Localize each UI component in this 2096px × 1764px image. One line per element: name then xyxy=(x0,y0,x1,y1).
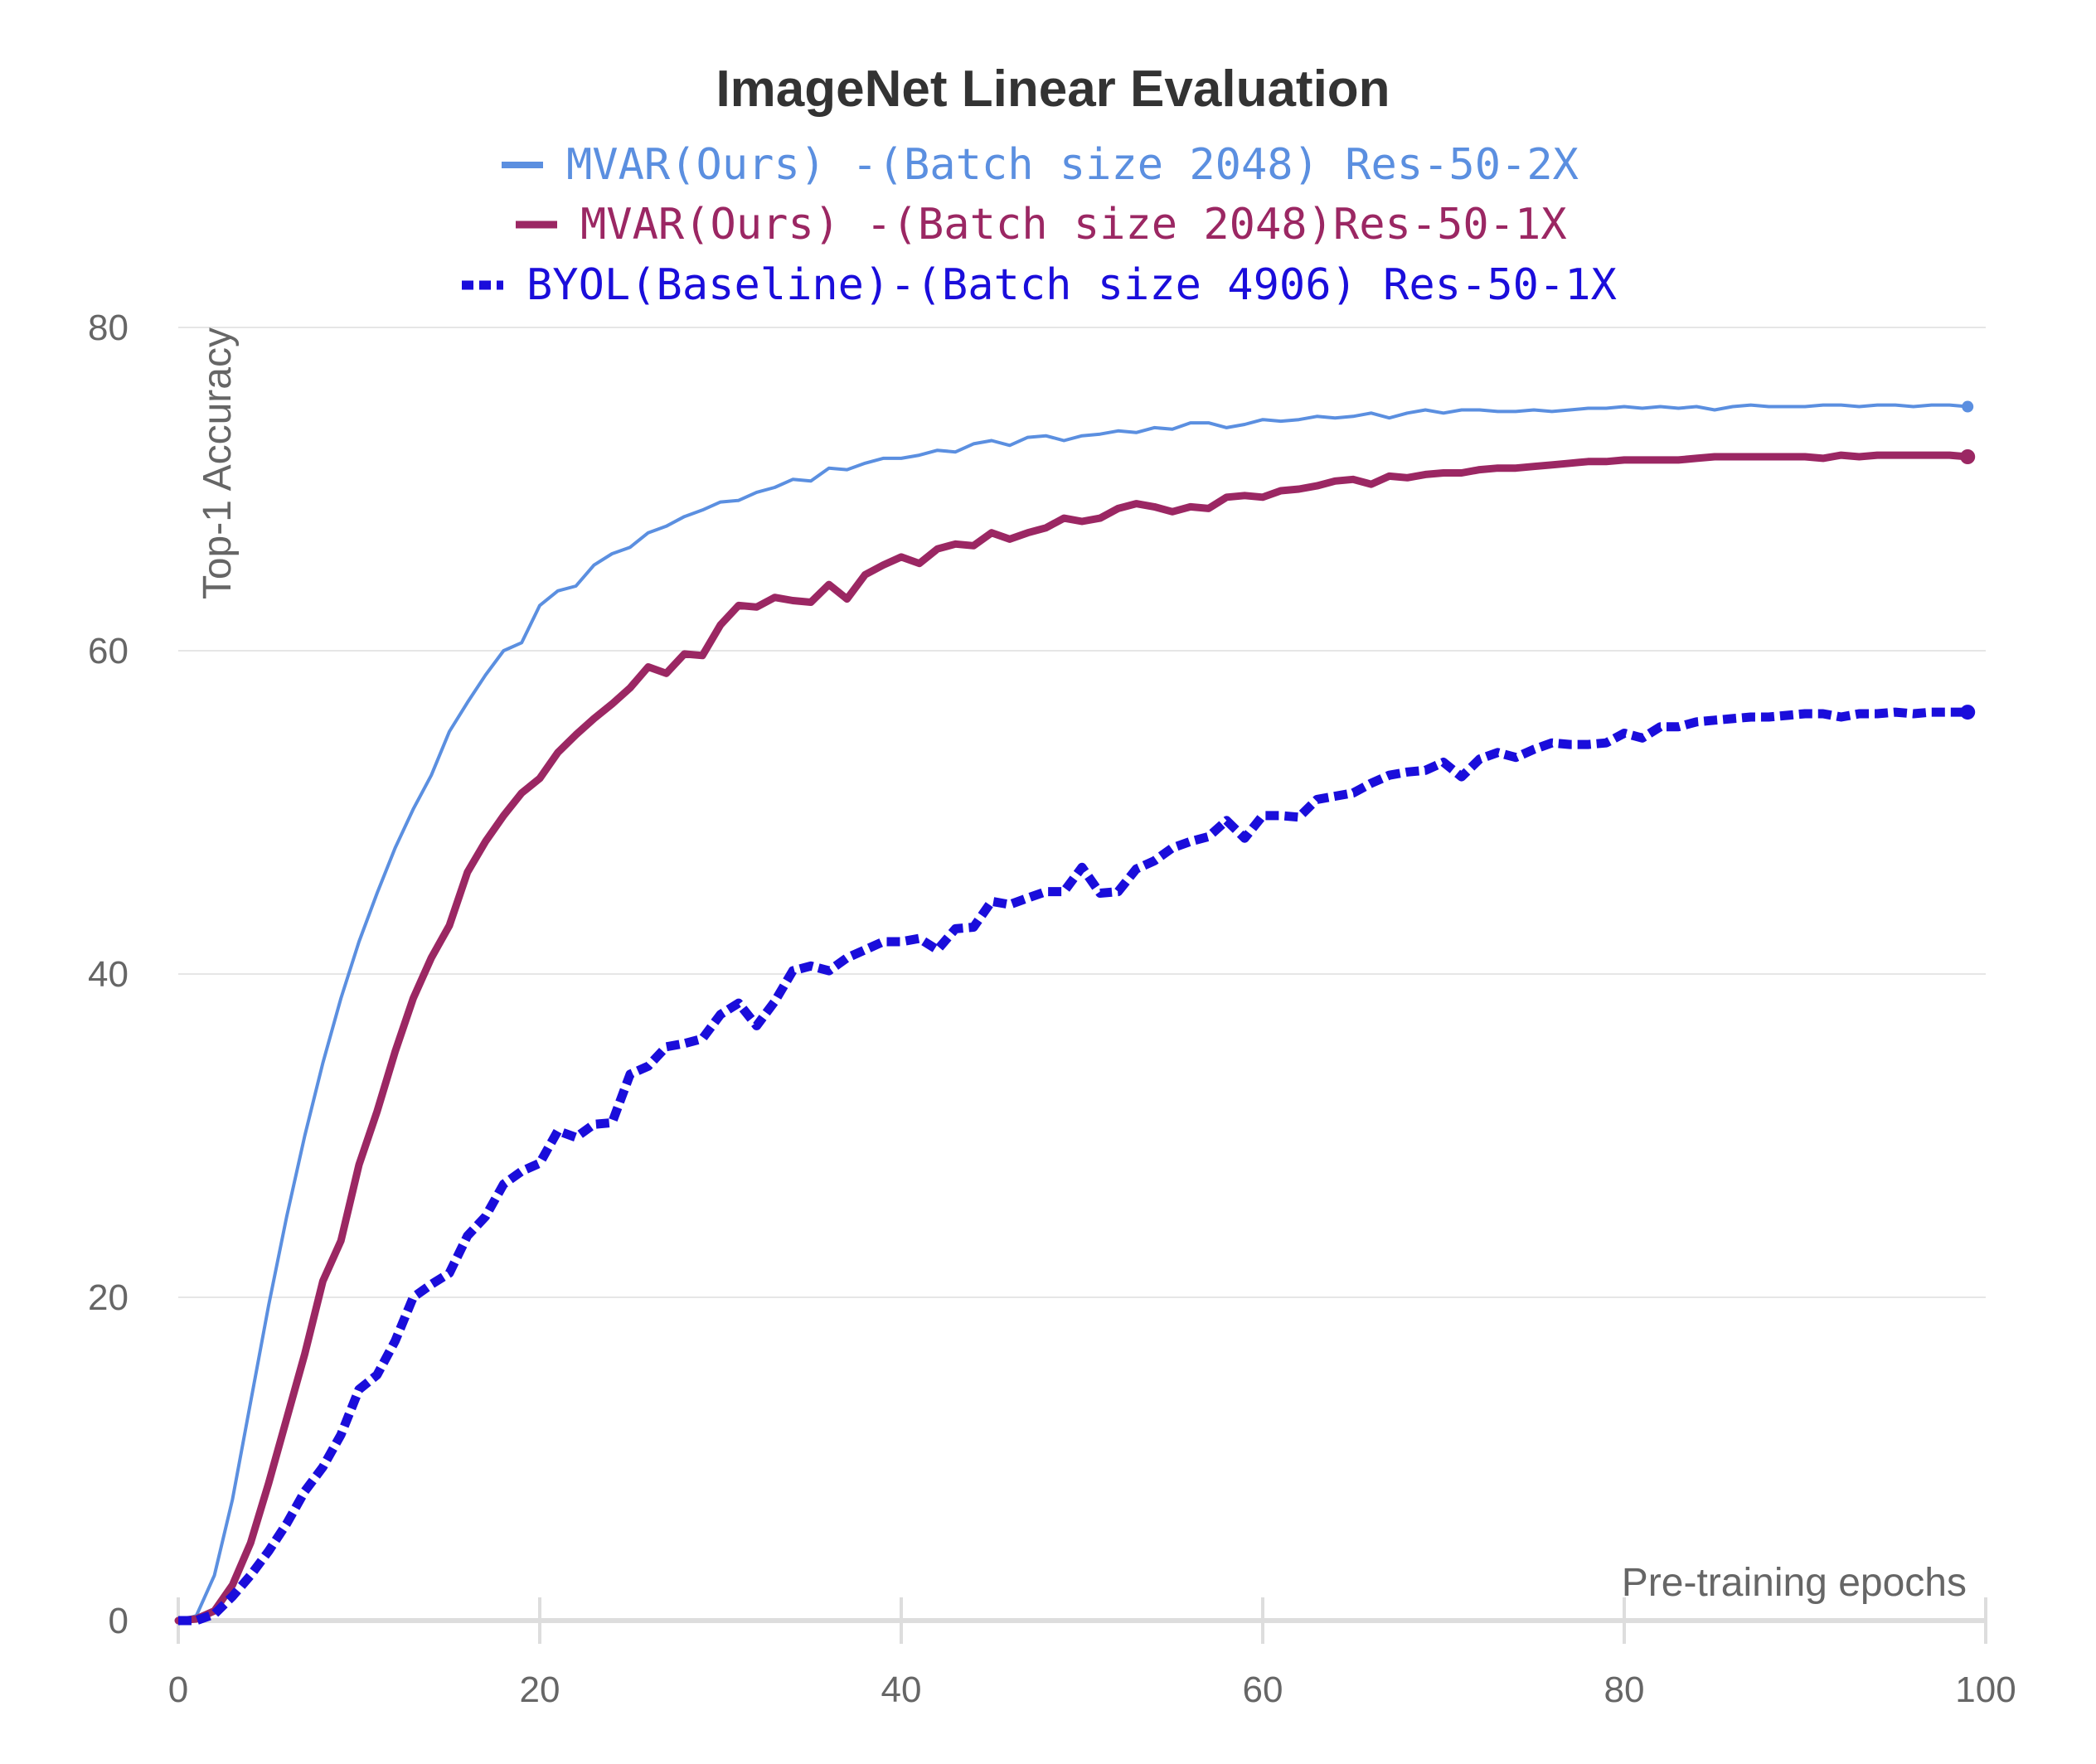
chart-title: ImageNet Linear Evaluation xyxy=(716,61,1390,118)
y-tick-label-0: 0 xyxy=(109,1601,129,1641)
y-axis-ticks: 0 20 40 60 80 xyxy=(88,308,129,1641)
y-tick-label-40: 40 xyxy=(88,954,129,995)
series-end-point-3 xyxy=(1960,705,1976,720)
x-tick-label-0: 0 xyxy=(168,1670,188,1710)
y-tick-label-80: 80 xyxy=(88,308,129,348)
series-end-point-2 xyxy=(1960,449,1976,464)
x-tick-label-60: 60 xyxy=(1243,1670,1283,1710)
legend-label-3: BYOL(Baseline)-(Batch size 4906) Res-50-… xyxy=(526,260,1617,310)
series-line-1 xyxy=(177,403,1970,1622)
x-tick-label-100: 100 xyxy=(1955,1670,2016,1710)
gridlines xyxy=(178,327,1986,1623)
x-axis-title: Pre-training epochs xyxy=(1622,1561,1967,1605)
series-line-3 xyxy=(178,707,1968,1626)
x-tick-label-40: 40 xyxy=(881,1670,922,1710)
series-line-2 xyxy=(174,451,1972,1625)
x-tick-label-20: 20 xyxy=(520,1670,560,1710)
legend-label-2: MVAR(Ours) -(Batch size 2048)Res-50-1X xyxy=(580,200,1567,250)
y-axis-title: Top-1 Accuracy xyxy=(196,327,240,599)
x-axis-ticks: 0 20 40 60 80 100 xyxy=(168,1597,2016,1710)
legend-label-1: MVAR(Ours) -(Batch size 2048) Res-50-2X xyxy=(566,140,1579,190)
series-end-point-1 xyxy=(1962,400,1974,413)
x-tick-label-80: 80 xyxy=(1604,1670,1645,1710)
y-tick-label-60: 60 xyxy=(88,631,129,671)
legend: MVAR(Ours) -(Batch size 2048) Res-50-2X M… xyxy=(462,140,1617,310)
y-tick-label-20: 20 xyxy=(88,1277,129,1318)
series-lines xyxy=(174,400,1976,1626)
